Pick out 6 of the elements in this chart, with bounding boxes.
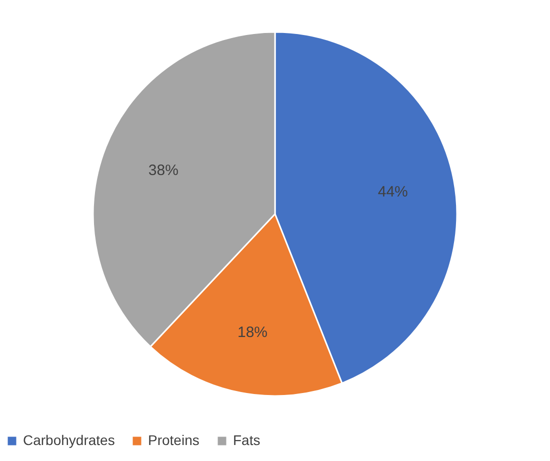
data-label: 18%	[238, 324, 268, 341]
legend-label: Proteins	[148, 432, 200, 448]
legend-label: Carbohydrates	[23, 432, 115, 448]
data-label: 38%	[148, 162, 178, 179]
legend-label: Fats	[233, 432, 260, 448]
data-label: 44%	[378, 184, 408, 201]
